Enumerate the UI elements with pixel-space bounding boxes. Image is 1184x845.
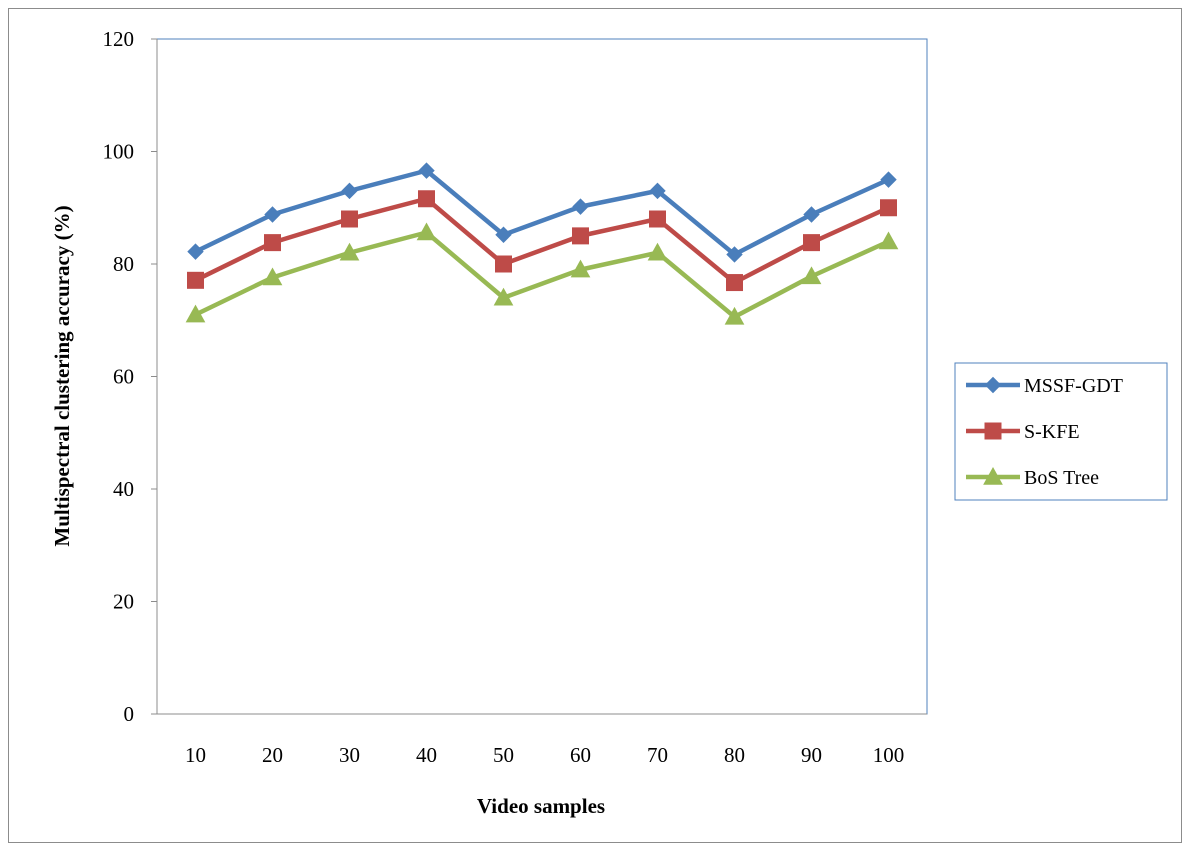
x-tick-label: 10	[185, 743, 206, 767]
series-s-kfe	[187, 190, 897, 292]
data-point	[341, 182, 358, 200]
x-tick-label: 50	[493, 743, 514, 767]
y-tick-label: 0	[124, 702, 135, 726]
series-bos-tree	[185, 222, 899, 325]
data-point	[649, 182, 666, 200]
legend-label: BoS Tree	[1024, 467, 1099, 489]
y-tick-label: 20	[113, 590, 134, 614]
data-point	[649, 210, 666, 228]
data-point	[880, 199, 897, 217]
data-point	[341, 210, 358, 228]
data-point	[572, 198, 589, 215]
data-point	[726, 274, 743, 292]
y-tick-label: 80	[113, 252, 134, 276]
legend: MSSF-GDT S-KFE BoS Tree	[954, 362, 1168, 501]
y-tick-label: 60	[113, 365, 134, 389]
legend-item: S-KFE	[966, 421, 1080, 443]
data-point	[724, 306, 745, 325]
data-point	[418, 162, 435, 179]
data-point	[187, 271, 204, 289]
data-point	[416, 222, 437, 241]
legend-item: MSSF-GDT	[966, 375, 1123, 397]
x-axis-title: Video samples	[477, 794, 605, 818]
data-point	[495, 226, 512, 243]
legend-marker	[984, 376, 1002, 394]
data-point	[801, 266, 822, 285]
data-point	[803, 234, 820, 252]
data-point	[647, 242, 668, 261]
x-tick-label: 60	[570, 743, 591, 767]
data-point	[572, 227, 589, 245]
series-mssf-gdt	[187, 162, 897, 263]
y-axis-title: Multispectral clustering accuracy (%)	[50, 205, 74, 546]
data-point	[570, 259, 591, 278]
data-point	[264, 206, 281, 223]
x-tick-label: 40	[416, 743, 437, 767]
data-point	[187, 243, 204, 260]
data-point	[185, 304, 206, 323]
series-line	[194, 196, 890, 285]
series-line	[194, 168, 890, 257]
x-tick-label: 70	[647, 743, 668, 767]
x-tick-label: 80	[724, 743, 745, 767]
data-point	[262, 267, 283, 286]
data-point	[493, 287, 514, 306]
legend-item: BoS Tree	[966, 466, 1099, 489]
x-tick-label: 100	[873, 743, 905, 767]
data-point	[339, 242, 360, 261]
legend-marker	[983, 466, 1003, 485]
legend-label: S-KFE	[1024, 421, 1080, 443]
data-point	[495, 255, 512, 273]
y-tick-label: 40	[113, 477, 134, 501]
data-point	[264, 234, 281, 252]
data-point	[878, 231, 899, 250]
data-point	[803, 206, 820, 223]
series-line	[194, 230, 890, 320]
plot-area	[156, 38, 928, 715]
legend-label: MSSF-GDT	[1024, 375, 1123, 397]
data-point	[726, 246, 743, 263]
x-tick-label: 20	[262, 743, 283, 767]
y-tick-label: 100	[103, 140, 135, 164]
x-tick-label: 90	[801, 743, 822, 767]
y-tick-label: 120	[103, 27, 135, 51]
data-point	[418, 190, 435, 208]
legend-marker	[984, 422, 1002, 440]
data-point	[880, 171, 897, 188]
x-tick-label: 30	[339, 743, 360, 767]
